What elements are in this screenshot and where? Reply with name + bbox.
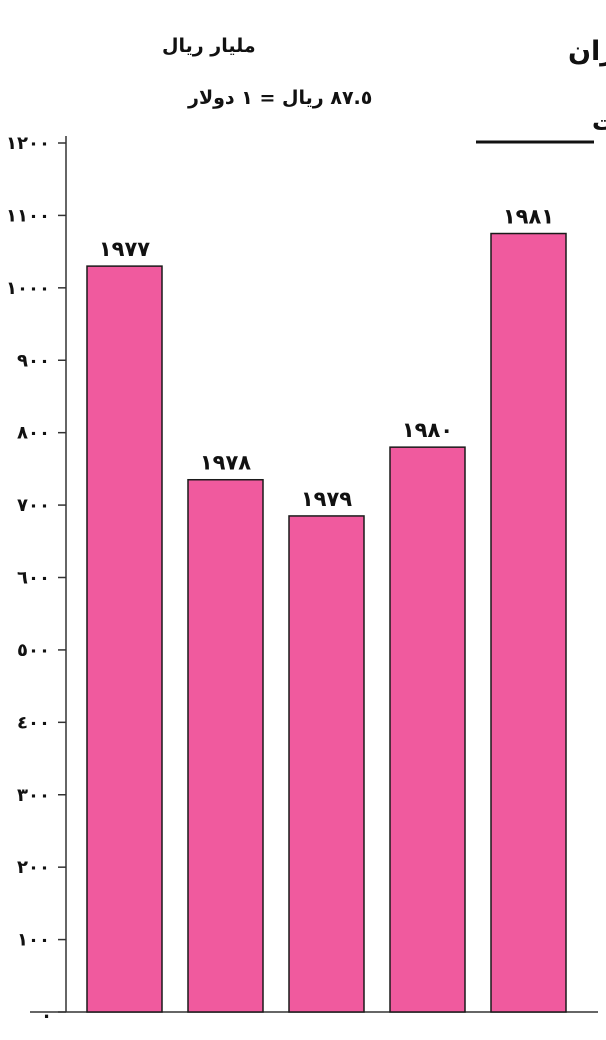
y-tick-label: . [43, 1002, 50, 1023]
y-tick-label: ١٠٠٠ [6, 278, 50, 299]
y-tick-label: ١١٠٠ [6, 205, 50, 226]
y-tick-label: ٩٠٠ [17, 350, 50, 371]
bar-label-5: ١٩٨١ [503, 205, 554, 229]
y-tick-label: ٥٠٠ [17, 640, 50, 661]
bar-1 [86, 265, 163, 1013]
y-tick-label: ١٠٠ [17, 930, 50, 951]
bar-4 [389, 446, 466, 1013]
y-tick-label: ٨٠٠ [17, 423, 50, 444]
bar-label-3: ١٩٧٩ [301, 487, 352, 511]
y-tick-label: ٧٠٠ [17, 495, 50, 516]
currency-note: ٨٧.٥ ريال = ١ دولار [187, 87, 372, 109]
y-tick-label: ٤٠٠ [17, 712, 50, 733]
chart-title: قيمة استيرادات إيران [568, 36, 606, 67]
bar-label-2: ١٩٧٨ [200, 451, 251, 475]
bar-3 [288, 515, 365, 1013]
y-axis-ticks: . ١٠٠ ٢٠٠ ٣٠٠ ٤٠٠ ٥٠٠ ٦٠٠ ٧٠٠ ٨٠٠ ٩٠٠ ١٠٠٠ ١١٠٠ ١٢٠٠ [6, 133, 66, 1023]
x-axis-title: السـنوات [592, 108, 606, 136]
bar-label-1: ١٩٧٧ [99, 237, 150, 261]
bar-label-4: ١٩٨٠ [402, 418, 453, 442]
y-tick-label: ٢٠٠ [17, 857, 50, 878]
y-tick-label: ١٢٠٠ [6, 133, 50, 154]
bars [86, 232, 567, 1013]
bar-2 [187, 478, 264, 1013]
bar-5 [490, 232, 567, 1013]
unit-label: مليار ريال [162, 35, 256, 57]
y-tick-label: ٣٠٠ [17, 785, 50, 806]
y-tick-label: ٦٠٠ [17, 568, 50, 589]
bar-value-labels: ١٩٧٧ ١٩٧٨ ١٩٧٩ ١٩٨٠ ١٩٨١ [99, 205, 554, 511]
